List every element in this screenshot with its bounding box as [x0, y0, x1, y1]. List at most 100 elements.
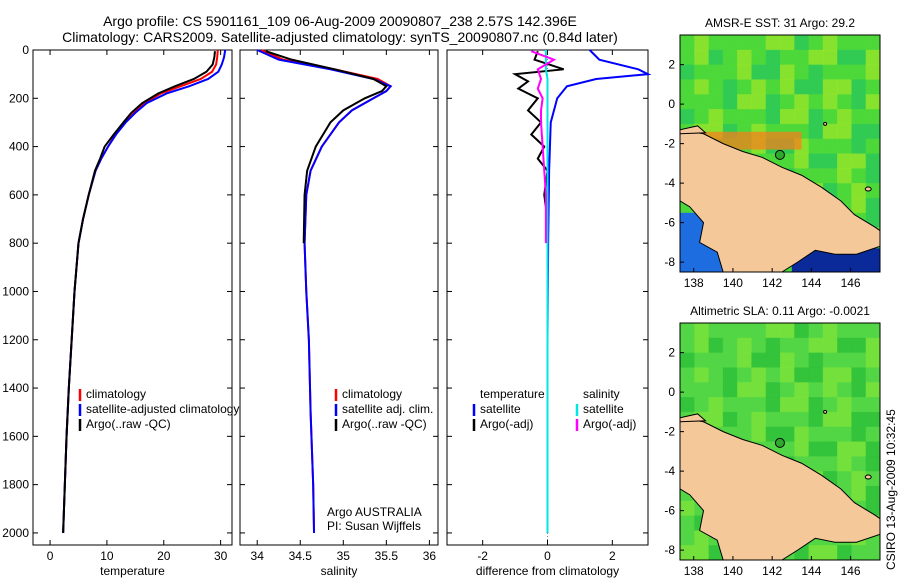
field-cell — [694, 367, 710, 383]
map-x-tick-label: 146 — [841, 276, 861, 290]
field-cell — [780, 49, 795, 66]
field-cell — [822, 352, 838, 368]
map-x-tick-label: 144 — [801, 564, 821, 578]
field-cell — [780, 411, 795, 428]
field-cell — [822, 35, 838, 51]
field-cell — [851, 79, 867, 95]
island — [823, 121, 828, 126]
legend-entry: Argo(-adj) — [480, 417, 533, 431]
field-cell — [837, 411, 852, 428]
field-cell — [851, 456, 867, 472]
field-cell — [794, 64, 810, 80]
map-x-tick-label: 138 — [684, 276, 704, 290]
field-cell — [837, 138, 852, 154]
field-cell — [822, 64, 838, 80]
field-cell — [851, 367, 867, 383]
field-cell — [708, 49, 724, 66]
field-cell — [722, 397, 738, 413]
field-cell — [694, 397, 710, 413]
y-tick-label: 1000 — [2, 284, 29, 298]
field-cell — [851, 441, 867, 457]
field-cell — [780, 426, 795, 442]
map-x-tick-label: 146 — [841, 564, 861, 578]
field-cell — [837, 426, 852, 442]
field-cell — [808, 79, 824, 95]
field-cell — [837, 109, 852, 125]
field-cell — [765, 411, 781, 428]
field-cell — [822, 426, 838, 442]
field-cell — [694, 323, 710, 339]
field-cell — [737, 397, 752, 413]
field-cell — [680, 515, 695, 531]
field-cell — [865, 109, 880, 125]
plot-frame — [32, 49, 233, 546]
field-cell — [865, 49, 880, 66]
field-cell — [737, 367, 752, 383]
field-cell — [751, 367, 767, 383]
field-cell — [751, 323, 767, 339]
field-cell — [708, 397, 724, 413]
field-cell — [794, 109, 810, 125]
field-cell — [722, 79, 738, 95]
field-cell — [694, 382, 710, 398]
field-cell — [822, 545, 838, 560]
field-cell — [865, 153, 880, 169]
field-cell — [765, 397, 781, 413]
y-tick-label: 600 — [9, 188, 29, 202]
field-cell — [865, 456, 880, 472]
field-cell — [808, 456, 824, 472]
field-cell — [680, 64, 695, 80]
map-x-tick-label: 142 — [762, 276, 782, 290]
map-y-tick-label: -8 — [664, 255, 675, 269]
field-cell — [694, 545, 710, 560]
field-cell — [751, 411, 767, 428]
field-cell — [794, 337, 810, 354]
field-cell — [851, 168, 867, 184]
field-cell — [737, 79, 752, 95]
field-cell — [808, 138, 824, 154]
series-line-salinity-argo-adj- — [530, 50, 557, 244]
plot-frame — [239, 49, 439, 546]
field-cell — [765, 49, 781, 66]
field-cell — [680, 35, 695, 51]
x-tick-label: 35 — [337, 549, 351, 563]
field-cell — [794, 352, 810, 368]
field-cell — [780, 79, 795, 95]
field-cell — [751, 109, 767, 125]
field-cell — [808, 153, 824, 169]
legend-entry: satellite — [480, 402, 521, 416]
field-cell — [708, 79, 724, 95]
sst-map-panel: 138 140 142 144 146 2 0 -2 -4 -6 -8 AMSR-E SST: 31 … — [664, 16, 881, 290]
field-cell — [822, 79, 838, 95]
map-y-tick-label: -4 — [664, 464, 675, 478]
map-y-tick-label: 2 — [668, 58, 675, 72]
map-x-tick-label: 144 — [801, 276, 821, 290]
field-cell — [865, 485, 880, 502]
field-cell — [837, 337, 852, 354]
x-axis-label: salinity — [321, 564, 358, 578]
field-cell — [837, 456, 852, 472]
legend-entry: Argo(..raw -QC) — [86, 417, 171, 431]
field-cell — [765, 35, 781, 51]
field-cell — [865, 397, 880, 413]
field-cell — [865, 94, 880, 110]
field-cell — [837, 183, 852, 199]
field-cell — [694, 352, 710, 368]
field-cell — [780, 337, 795, 354]
field-cell — [737, 352, 752, 368]
legend-entry: climatology — [342, 387, 402, 401]
map-y-tick-label: 0 — [668, 97, 675, 111]
island — [864, 474, 872, 480]
field-cell — [751, 426, 767, 442]
map-y-tick-label: -8 — [664, 543, 675, 557]
series-line-salinity-satellite — [544, 50, 549, 533]
field-cell — [794, 382, 810, 398]
field-cell — [780, 323, 795, 339]
field-cell — [794, 397, 810, 413]
field-cell — [808, 441, 824, 457]
field-cell — [708, 109, 724, 125]
field-cell — [851, 138, 867, 154]
x-tick-label: 36 — [423, 549, 437, 563]
field-cell — [694, 530, 710, 546]
